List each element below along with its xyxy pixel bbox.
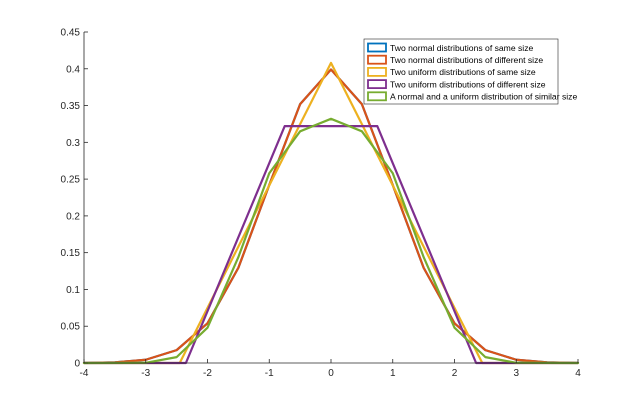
y-tick-label: 0.05 <box>61 322 81 333</box>
legend-label: A normal and a uniform distribution of s… <box>390 92 577 102</box>
legend-swatch <box>367 91 387 102</box>
y-tick-label: 0.4 <box>66 64 80 75</box>
axes: -4 -3 -2 -1 0 1 2 3 4 0 0.05 0.1 0.15 0.2 0.25 0.3 0.35 0… <box>61 28 582 380</box>
legend-swatch <box>367 79 387 89</box>
legend-swatch <box>367 67 387 77</box>
series-line-2 <box>82 68 580 365</box>
legend-label: Two normal distributions of same size <box>390 43 534 53</box>
y-tick-label: 0.3 <box>66 138 80 149</box>
legend-swatch <box>367 54 387 65</box>
y-tick-label: 0 <box>74 359 80 370</box>
series-line-5 <box>82 117 580 365</box>
legend-label: Two uniform distributions of different s… <box>390 79 546 89</box>
y-tick-label: 0.25 <box>61 175 81 186</box>
x-tick-label: -4 <box>80 368 89 379</box>
y-tick-label: 0.1 <box>66 285 80 296</box>
x-tick-label: -1 <box>265 368 274 379</box>
x-tick-label: 2 <box>452 368 458 379</box>
legend-box <box>363 38 559 105</box>
x-tick-label: 1 <box>390 368 396 379</box>
legend-swatch <box>367 42 387 53</box>
y-tick-label: 0.2 <box>66 211 80 222</box>
legend: Two normal distributions of same size Two… <box>363 38 577 105</box>
x-tick-label: 3 <box>513 368 519 379</box>
x-tick-label: -3 <box>141 368 150 379</box>
y-tick-label: 0.35 <box>61 101 81 112</box>
x-tick-label: -2 <box>203 368 212 379</box>
legend-label: Two uniform distributions of same size <box>390 67 536 77</box>
y-tick-label: 0.45 <box>61 28 81 39</box>
legend-label: Two normal distributions of different si… <box>390 55 543 65</box>
y-tick-label: 0.15 <box>61 248 81 259</box>
x-tick-label: 4 <box>575 368 581 379</box>
x-tick-label: 0 <box>328 368 334 379</box>
